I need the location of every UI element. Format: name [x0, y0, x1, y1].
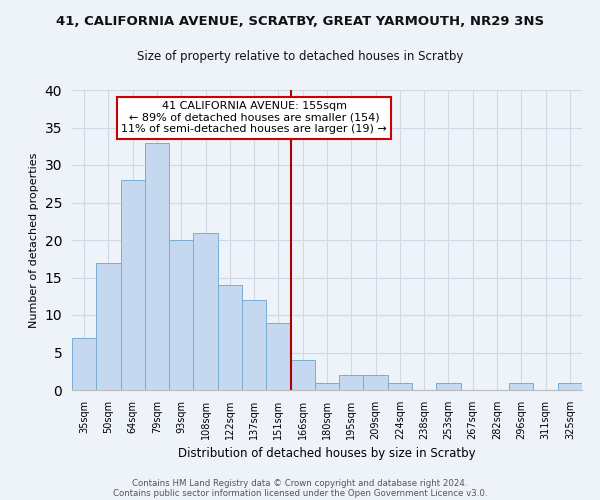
Text: Contains HM Land Registry data © Crown copyright and database right 2024.: Contains HM Land Registry data © Crown c…: [132, 478, 468, 488]
Bar: [364, 375, 388, 390]
Bar: [339, 375, 364, 390]
Bar: [436, 382, 461, 390]
Bar: [266, 322, 290, 390]
Bar: [242, 300, 266, 390]
Bar: [72, 338, 96, 390]
Y-axis label: Number of detached properties: Number of detached properties: [29, 152, 39, 328]
Bar: [145, 142, 169, 390]
Text: 41 CALIFORNIA AVENUE: 155sqm
← 89% of detached houses are smaller (154)
11% of s: 41 CALIFORNIA AVENUE: 155sqm ← 89% of de…: [121, 101, 387, 134]
Bar: [193, 232, 218, 390]
Text: Size of property relative to detached houses in Scratby: Size of property relative to detached ho…: [137, 50, 463, 63]
X-axis label: Distribution of detached houses by size in Scratby: Distribution of detached houses by size …: [178, 448, 476, 460]
Bar: [121, 180, 145, 390]
Text: Contains public sector information licensed under the Open Government Licence v3: Contains public sector information licen…: [113, 488, 487, 498]
Bar: [218, 285, 242, 390]
Bar: [96, 262, 121, 390]
Bar: [509, 382, 533, 390]
Bar: [290, 360, 315, 390]
Text: 41, CALIFORNIA AVENUE, SCRATBY, GREAT YARMOUTH, NR29 3NS: 41, CALIFORNIA AVENUE, SCRATBY, GREAT YA…: [56, 15, 544, 28]
Bar: [388, 382, 412, 390]
Bar: [558, 382, 582, 390]
Bar: [315, 382, 339, 390]
Bar: [169, 240, 193, 390]
